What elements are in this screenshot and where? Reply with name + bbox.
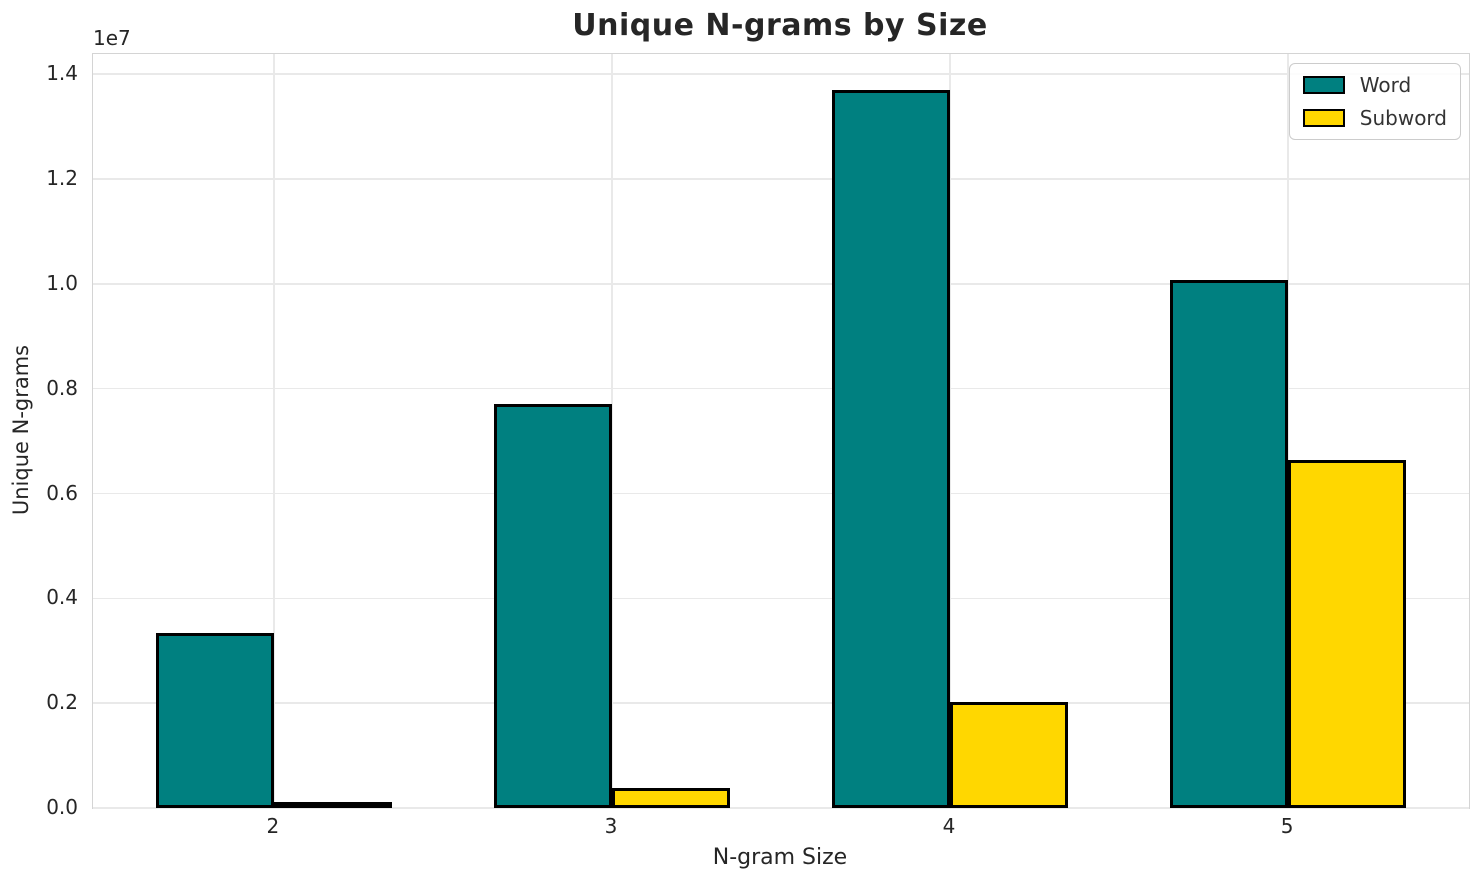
x-tick-label: 3 [604,814,618,838]
bar-word-2 [155,632,274,808]
horizontal-gridline [93,178,1469,180]
chart-title: Unique N-grams by Size [572,8,988,43]
horizontal-gridline [93,597,1469,600]
bar-word-4 [831,89,951,808]
y-tick-label: 0.4 [46,585,78,610]
vertical-gridline [273,54,275,808]
legend-swatch-subword [1302,109,1345,127]
y-tick-label: 1.2 [46,166,78,190]
legend-swatch-word [1302,76,1345,94]
bar-subword-2 [273,802,393,808]
y-tick-label: 0.2 [46,690,78,715]
legend-item-subword: Subword [1302,106,1447,130]
legend-label-subword: Subword [1359,106,1447,130]
x-tick-label: 4 [942,814,956,838]
legend-label-word: Word [1359,73,1412,97]
bar-subword-4 [950,702,1069,808]
bar-word-3 [493,403,612,808]
plot-area: Word Subword [92,53,1470,809]
legend: Word Subword [1288,63,1461,140]
y-axis-offset-label: 1e7 [93,26,131,50]
y-tick-label: 1.0 [46,270,78,295]
horizontal-gridline [93,73,1469,75]
x-tick-label: 2 [266,814,280,838]
legend-item-word: Word [1302,73,1447,97]
x-axis-label: N-gram Size [712,845,848,870]
horizontal-gridline [93,387,1469,390]
x-tick-label: 5 [1280,814,1294,838]
bar-word-5 [1169,280,1289,808]
horizontal-gridline [93,702,1469,704]
vertical-gridline [949,54,951,808]
horizontal-gridline [93,807,1469,809]
y-tick-label: 0.6 [46,480,78,505]
y-tick-label: 1.4 [46,61,78,86]
bar-subword-5 [1288,459,1407,808]
horizontal-gridline [93,283,1469,285]
vertical-gridline [1287,54,1289,808]
vertical-gridline [611,54,613,808]
horizontal-gridline [93,492,1469,495]
y-tick-label: 0.8 [46,375,78,400]
y-tick-label: 0.0 [46,795,78,819]
bar-subword-3 [611,788,731,808]
